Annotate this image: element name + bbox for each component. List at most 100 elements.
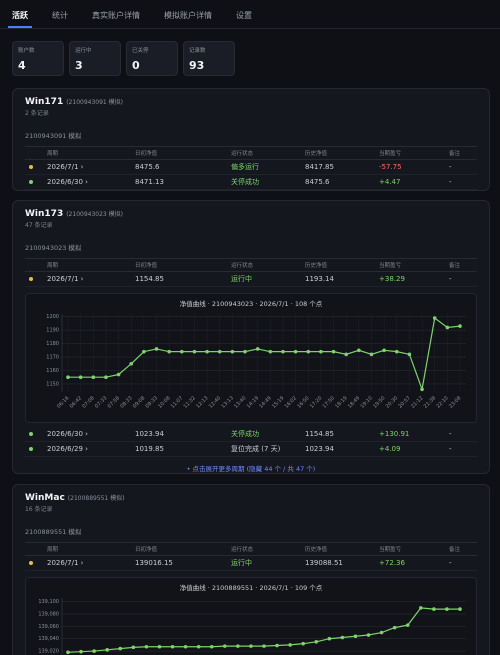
- point: [366, 633, 371, 637]
- stat-value: 4: [18, 59, 26, 72]
- stat-cards: 账户数 4 运行中 3 已关停 0 记录数 93: [12, 41, 235, 76]
- x-tick-label: 16:50: [296, 395, 310, 409]
- y-tick-label: 1180: [46, 341, 59, 347]
- expand-link[interactable]: • 点击展开更多周期 (隐藏 44 个 / 共 47 个): [186, 465, 316, 473]
- x-tick-label: 19:50: [372, 395, 386, 409]
- table: 周期 日初净值 运行状态 历史净值 当期盈亏 备注 2026/7/1 › 1154.85 运行中…: [25, 258, 477, 287]
- x-tick-label: 10:08: [157, 395, 171, 409]
- cell: 运行中: [231, 275, 252, 283]
- x-tick-label: 07:08: [81, 395, 95, 409]
- table-header: 周期 日初净值 运行状态 历史净值 当期盈亏 备注: [25, 542, 477, 556]
- cell: 1023.94: [135, 430, 164, 438]
- cell: 8471.13: [135, 178, 164, 186]
- point: [196, 644, 201, 649]
- account-name: Win173: [25, 209, 64, 219]
- record-count: 16 条记录: [25, 506, 53, 513]
- point: [306, 349, 311, 354]
- y-tick-label: 1170: [46, 355, 59, 361]
- account-subheader: 2100943091 模拟: [25, 132, 82, 140]
- tab[interactable]: 设置: [236, 11, 252, 20]
- account-title: Win173 (2100943023 模拟): [25, 209, 489, 219]
- stat-card: 运行中 3: [69, 41, 121, 76]
- table-header: 周期 日初净值 运行状态 历史净值 当期盈亏 备注: [25, 258, 477, 272]
- point: [432, 607, 436, 611]
- x-tick-label: 09:33: [145, 395, 159, 409]
- point: [268, 349, 273, 354]
- y-tick-label: 1190: [46, 328, 59, 334]
- tab[interactable]: 统计: [52, 11, 68, 20]
- column-header: 备注: [449, 151, 461, 157]
- account-card: WinMac (2100889551 模拟) 16 条记录 2100889551 模拟…: [12, 484, 490, 655]
- point: [288, 643, 292, 647]
- point: [183, 644, 188, 649]
- tab[interactable]: 模拟账户详情: [164, 11, 212, 20]
- cell: -: [449, 275, 452, 283]
- point: [379, 630, 384, 635]
- point: [275, 643, 279, 648]
- x-tick-label: 21:12: [410, 395, 424, 409]
- column-header: 周期: [47, 151, 59, 157]
- x-tick-label: 07:58: [107, 395, 121, 409]
- column-header: 运行状态: [231, 547, 254, 553]
- cell: -: [449, 163, 452, 171]
- cell: 2026/7/1 ›: [47, 559, 84, 567]
- x-tick-label: 06:42: [69, 395, 83, 409]
- point: [236, 644, 240, 648]
- point: [167, 349, 171, 354]
- point: [144, 644, 149, 649]
- table: 周期 日初净值 运行状态 历史净值 当期盈亏 备注 2026/7/1 › 8475.6 偏多运行…: [25, 146, 477, 190]
- table-row[interactable]: 2026/6/29 › 1019.85 复位完成 (7 天) 1023.94 +4.09…: [25, 442, 477, 457]
- tab[interactable]: 活跃: [0, 0, 40, 28]
- cell: 1023.94: [305, 445, 334, 453]
- x-tick-label: 17:20: [309, 395, 323, 409]
- account-name: WinMac: [25, 493, 65, 503]
- table-row[interactable]: 2026/7/1 › 139016.15 运行中 139088.51 +72.36 -: [25, 556, 477, 571]
- table-row[interactable]: 2026/6/30 › 1023.94 关停成功 1154.85 +130.91 -: [25, 427, 477, 442]
- status-dot: [29, 165, 33, 169]
- point: [394, 349, 399, 354]
- point: [432, 316, 437, 320]
- point: [281, 349, 285, 354]
- column-header: 日初净值: [135, 263, 158, 269]
- account-card: Win173 (2100943023 模拟) 47 条记录 2100943023 模拟…: [12, 200, 490, 474]
- stat-label: 账户数: [18, 48, 35, 54]
- table-row[interactable]: 2026/7/1 › 1154.85 运行中 1193.14 +38.29 -: [25, 272, 477, 287]
- cell: -57.75: [379, 163, 402, 171]
- status-dot: [29, 277, 33, 281]
- cell: 1193.14: [305, 275, 334, 283]
- stat-value: 93: [189, 59, 205, 72]
- point: [91, 375, 96, 380]
- point: [327, 636, 332, 641]
- point: [205, 349, 209, 354]
- point: [230, 349, 235, 354]
- table-header: 周期 日初净值 运行状态 历史净值 当期盈亏 备注: [25, 146, 477, 160]
- point: [445, 607, 449, 611]
- point: [170, 644, 175, 649]
- cell: 1154.85: [305, 430, 334, 438]
- point: [92, 649, 96, 653]
- column-header: 周期: [47, 263, 59, 269]
- point: [157, 644, 162, 649]
- point: [66, 650, 70, 655]
- column-header: 当期盈亏: [379, 547, 402, 553]
- point: [314, 640, 319, 644]
- account-title: Win171 (2100943091 模拟): [25, 97, 489, 107]
- cell: 2026/7/1 ›: [47, 163, 84, 171]
- cell: -: [449, 430, 452, 438]
- tab[interactable]: 真实账户详情: [92, 11, 140, 20]
- point: [192, 349, 197, 354]
- table-row[interactable]: 2026/7/1 › 8475.6 偏多运行 8417.85 -57.75 -: [25, 160, 477, 175]
- status-dot: [29, 447, 33, 451]
- point: [405, 623, 410, 627]
- stat-label: 已关停: [132, 48, 149, 54]
- point: [249, 644, 253, 648]
- table-row[interactable]: 2026/6/30 › 8471.13 关停成功 8475.6 +4.47 -: [25, 175, 477, 190]
- point: [353, 634, 358, 639]
- point: [129, 361, 134, 366]
- point: [369, 352, 374, 357]
- x-tick-label: 13:13: [220, 395, 234, 409]
- column-header: 历史净值: [305, 547, 328, 553]
- status-dot: [29, 432, 33, 436]
- chart-panel: 净值曲线 · 2100889551 · 2026/7/1 · 109 个点 139…: [25, 577, 477, 655]
